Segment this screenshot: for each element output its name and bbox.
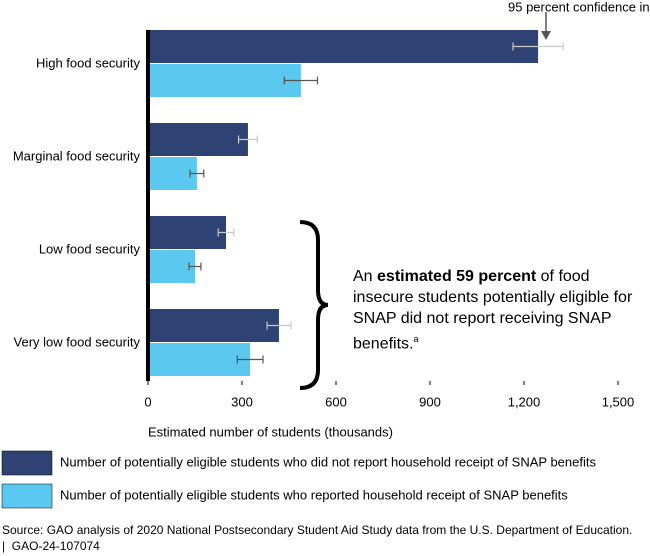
x-tick-label: 600 bbox=[325, 394, 347, 409]
y-tick-label: Marginal food security bbox=[13, 148, 141, 163]
note-text: of food insecure students potentially el… bbox=[353, 268, 633, 353]
note-text: An bbox=[353, 268, 378, 285]
annotation: An estimated 59 percent of food insecure… bbox=[353, 266, 633, 354]
error-bar bbox=[188, 262, 202, 271]
note-emphasis: estimated 59 percent bbox=[377, 268, 537, 285]
x-tick-label: 1,200 bbox=[508, 394, 541, 409]
error-bar bbox=[283, 76, 319, 85]
x-tick-label: 1,500 bbox=[602, 394, 635, 409]
y-tick-label: Very low food security bbox=[14, 334, 141, 349]
bar bbox=[148, 250, 195, 283]
error-bar-label: 95 percent confidence interval bbox=[508, 0, 650, 14]
bar bbox=[148, 64, 301, 97]
error-bar bbox=[266, 321, 292, 330]
y-tick-label: Low food security bbox=[39, 241, 141, 256]
bar bbox=[148, 123, 248, 156]
arrow-head bbox=[541, 31, 551, 40]
bar bbox=[148, 343, 251, 376]
source: Source: GAO analysis of 2020 National Po… bbox=[2, 523, 640, 553]
legend-swatch bbox=[1, 450, 53, 476]
note-footnote: a bbox=[413, 334, 419, 344]
error-bar bbox=[512, 42, 564, 51]
bar bbox=[148, 30, 539, 63]
legend-swatch bbox=[1, 483, 53, 509]
error-bar bbox=[236, 355, 264, 364]
error-bar bbox=[189, 169, 205, 178]
brace bbox=[299, 220, 329, 390]
x-tick-label: 0 bbox=[144, 394, 151, 409]
error-bar bbox=[237, 135, 258, 144]
y-tick-label: High food security bbox=[36, 55, 141, 70]
error-bar bbox=[217, 228, 235, 237]
legend-label: Number of potentially eligible students … bbox=[60, 454, 596, 469]
x-axis-label: Estimated number of students (thousands) bbox=[148, 424, 393, 439]
bar bbox=[148, 216, 227, 249]
x-tick-label: 300 bbox=[231, 394, 253, 409]
bar bbox=[148, 157, 197, 190]
x-tick-label: 900 bbox=[419, 394, 441, 409]
bar bbox=[148, 309, 279, 342]
legend-label: Number of potentially eligible students … bbox=[60, 487, 568, 502]
